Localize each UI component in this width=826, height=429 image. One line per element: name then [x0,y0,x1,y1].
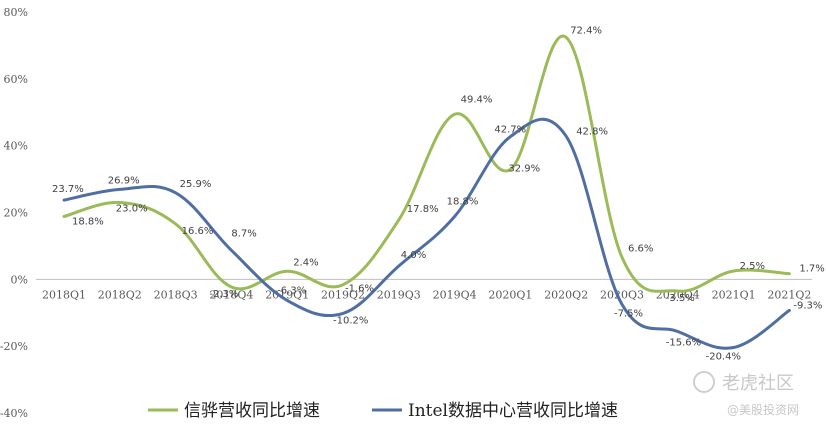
y-tick-label: 0% [11,273,28,286]
legend-label: Intel数据中心营收同比增速 [408,401,618,421]
data-label: 23.7% [52,184,84,195]
series-xinhua-line [62,34,791,293]
y-tick-label: 20% [4,207,28,220]
axis-layer: -40% -20% 0% 20% 40% 60% 80% 2018Q1 2018Q2 2018Q3… [0,6,812,420]
data-label: 72.4% [570,25,602,36]
series-layer [62,34,791,350]
watermark-sub-text: @美股投资网 [727,402,799,417]
data-label: 16.6% [182,226,214,237]
data-label: 42.8% [576,126,608,137]
x-tick-label: 2021Q2 [767,288,811,301]
data-label: 6.6% [628,243,653,254]
y-tick-label: -20% [0,340,28,353]
x-tick-label: 2020Q3 [600,288,644,301]
data-label: 42.7% [494,125,526,136]
x-tick-label: 2020Q2 [544,288,588,301]
x-tick-label: 2018Q3 [154,288,198,301]
data-label: 17.8% [407,204,439,215]
y-tick-label: -40% [0,407,28,420]
y-tick-label: 40% [4,140,28,153]
data-label: 1.7% [799,264,824,275]
legend: 信骅营收同比增速 Intel数据中心营收同比增速 [148,401,618,421]
data-label: 25.9% [180,179,212,190]
data-label: 49.4% [461,94,493,105]
watermark-icon [693,371,715,393]
data-label: 26.9% [108,175,140,186]
x-tick-label: 2021Q1 [712,288,756,301]
data-label: -15.6% [666,337,701,348]
x-tick-label: 2020Q1 [488,288,532,301]
data-label: 18.8% [72,217,104,228]
data-label: 8.7% [231,228,256,239]
data-label: -1.6% [345,284,374,295]
x-tick-label: 2019Q4 [433,288,477,301]
watermark-main-text: 老虎社区 [722,373,794,394]
data-label-layer: 18.8% 23.0% 16.6% -2.3% 2.4% -1.6% 17.8% 49.4% 3… [52,25,825,362]
data-label: -10.2% [333,315,368,326]
x-tick-label: 2018Q4 [209,288,253,301]
watermark: 老虎社区 @美股投资网 [693,371,799,417]
data-label: 4.0% [401,250,426,261]
data-label: 18.8% [447,197,479,208]
data-label: -20.4% [706,352,741,363]
data-label: -3.5% [666,293,695,304]
legend-label: 信骅营收同比增速 [184,401,320,421]
data-label: -9.3% [793,300,822,311]
x-tick-label: 2019Q2 [321,288,365,301]
data-label: 2.4% [293,257,318,268]
y-tick-label: 60% [4,73,28,86]
data-label: 32.9% [508,163,540,174]
x-tick-label: 2019Q3 [377,288,421,301]
data-label: -2.3% [209,289,238,300]
data-label: -7.5% [614,308,643,319]
data-label: -6.3% [277,285,306,296]
x-tick-label: 2018Q2 [98,288,142,301]
x-tick-label: 2018Q1 [42,288,86,301]
data-label: 2.5% [740,261,765,272]
y-tick-label: 80% [4,6,28,19]
data-label: 23.0% [116,203,148,214]
series-intel-dc-line [62,117,791,350]
